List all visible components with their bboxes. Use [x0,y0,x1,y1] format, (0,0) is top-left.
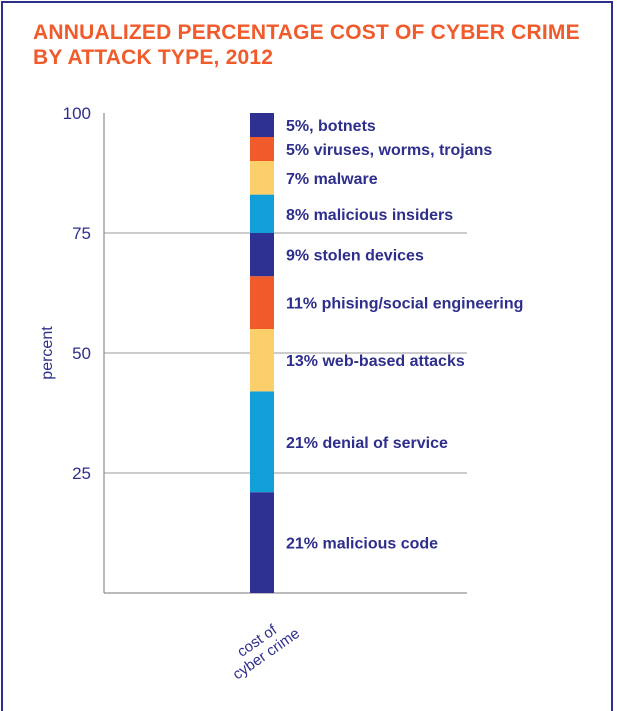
y-tick-label-75: 75 [72,224,91,243]
segment-labels: 21% malicious code 21% denial of service 1… [286,118,523,553]
segment-label-8: 5%, botnets [286,118,376,135]
y-axis-title: percent [39,326,56,380]
bar-segment-7 [250,137,274,161]
bar-segment-0 [250,492,274,593]
bar-segment-5 [250,194,274,233]
segment-label-4: 9% stolen devices [286,248,424,265]
grid-lines [104,232,467,474]
bar-segment-8 [250,113,274,137]
segment-label-2: 13% web-based attacks [286,353,465,370]
segment-label-1: 21% denial of service [286,435,448,452]
segment-label-3: 11% phising/social engineering [286,296,523,313]
segment-label-7: 5% viruses, worms, trojans [286,142,492,159]
y-tick-label-25: 25 [72,464,91,483]
y-tick-label-50: 50 [72,344,91,363]
segment-label-0: 21% malicious code [286,536,438,553]
bar-segments [250,113,274,593]
bar-segment-3 [250,276,274,329]
bar-segment-4 [250,233,274,277]
segment-label-6: 7% malware [286,171,378,188]
y-tick-label-100: 100 [63,104,91,123]
bar-segment-6 [250,161,274,195]
chart-title-line-2: BY ATTACK TYPE, 2012 [33,46,274,69]
bar-segment-1 [250,391,274,493]
segment-label-5: 8% malicious insiders [286,207,453,224]
chart-title-line-1: ANNUALIZED PERCENTAGE COST OF CYBER CRIM… [33,21,580,44]
y-tick-labels: 25 50 75 100 [63,104,91,483]
chart-title: ANNUALIZED PERCENTAGE COST OF CYBER CRIM… [33,20,593,70]
bar-segment-2 [250,329,274,392]
